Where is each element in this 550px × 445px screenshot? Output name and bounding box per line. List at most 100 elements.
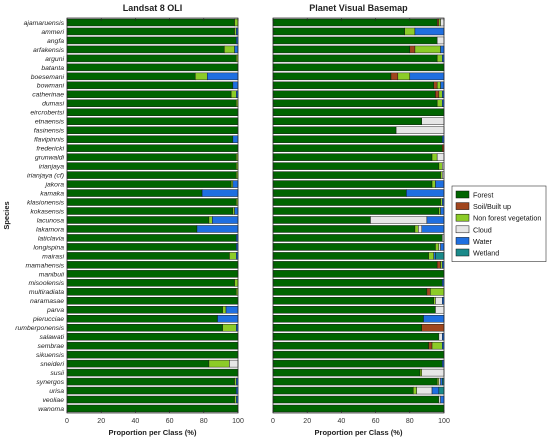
legend-label-water: Water: [473, 237, 493, 246]
x-axis-label: Proportion per Class (%): [315, 428, 403, 437]
bar-segment-non-forest-vegetation-ammeri: [404, 27, 416, 36]
species-label-irianjaya: irianjaya: [39, 164, 65, 171]
bar-segment-water-longispina: [440, 243, 445, 251]
bar-segment-forest-sneideri: [66, 359, 210, 368]
bar-segment-forest-jakora: [272, 180, 433, 188]
bar-segment-forest-kamaka: [66, 189, 203, 197]
bar-segment-forest-susii: [272, 368, 421, 377]
bar-segment-forest-etnaensis: [66, 117, 239, 125]
bar-segment-forest-ammeri: [272, 27, 405, 36]
bar-segment-water-ammeri: [414, 27, 445, 36]
species-label-fredericki: fredericki: [36, 146, 64, 153]
legend-swatch-non-forest-vegetation: [455, 213, 470, 222]
bar-segment-forest-flavipinnis: [66, 135, 234, 143]
bar-segment-forest-lacunosa: [66, 216, 210, 224]
bar-segment-cloud-synergos: [438, 377, 441, 386]
bar-segment-forest-irianjaya: [66, 162, 237, 170]
bar-segment-water-kokasensis: [440, 207, 445, 215]
bar-segment-forest-boesemani: [272, 72, 392, 81]
bar-segment-forest-salawati: [272, 332, 440, 341]
bar-segment-non-forest-vegetation-kokasensis: [438, 207, 441, 215]
bar-segment-water-boesemani: [409, 72, 445, 81]
bar-segment-non-forest-vegetation-sneideri: [208, 359, 230, 368]
bar-segment-forest-longispina: [272, 243, 436, 251]
bar-segment-forest-misoolensis: [66, 279, 235, 287]
bar-segment-forest-sembrae: [272, 341, 429, 350]
bar-segment-water-mairasi: [433, 252, 436, 260]
bar-segment-non-forest-vegetation-multiradiata: [430, 288, 445, 296]
bar-segment-forest-salawati: [66, 332, 239, 341]
bar-segment-non-forest-vegetation-parva: [222, 306, 227, 314]
bar-segment-water-bowmani: [232, 81, 239, 90]
x-axis-label: Proportion per Class (%): [109, 428, 197, 437]
bar-segment-forest-fasinensis: [272, 126, 397, 134]
species-label-sneideri: sneideri: [40, 361, 64, 368]
species-label-mairasi: mairasi: [42, 253, 64, 260]
bar-segment-cloud-salawati: [438, 332, 443, 341]
bar-segment-forest-multiradiata: [66, 288, 237, 296]
x-tick-label: 40: [132, 418, 140, 425]
bar-segment-forest-mamahensis: [66, 261, 239, 269]
bar-segment-forest-urisa: [272, 386, 414, 395]
bar-segment-forest-arguni: [66, 54, 237, 63]
species-label-bowmani: bowmani: [37, 83, 65, 90]
bar-segment-non-forest-vegetation-boesemani: [195, 72, 208, 81]
bar-segment-forest-catherinae: [272, 90, 436, 99]
bar-segment-forest-irianjaya: [272, 162, 440, 170]
bar-segment-forest-parva: [66, 306, 223, 314]
bar-segment-forest-mairasi: [272, 252, 429, 260]
bar-segment-forest-naramasae: [66, 297, 239, 305]
bar-segment-forest-synergos: [66, 377, 235, 386]
species-label-parva: parva: [46, 307, 64, 314]
species-label-batanta: batanta: [41, 65, 64, 72]
bar-segment-forest-arguni: [272, 54, 438, 63]
species-label-manibuii: manibuii: [39, 271, 65, 278]
bar-segment-soil-built-up-arfakensis: [409, 45, 416, 54]
legend-label-forest: Forest: [473, 191, 493, 200]
bar-segment-forest-ammeri: [66, 27, 235, 36]
x-tick-label: 0: [271, 418, 275, 425]
bar-segment-non-forest-vegetation-ammeri: [234, 27, 237, 36]
species-label-kokasensis: kokasensis: [30, 208, 64, 215]
species-label-urisa: urisa: [49, 388, 64, 395]
bar-segment-soil-built-up-bowmani: [433, 81, 438, 90]
x-tick-label: 100: [438, 418, 450, 425]
bar-segment-forest-arfakensis: [272, 45, 411, 54]
bar-segment-forest-wanoma: [272, 404, 445, 413]
bar-segment-non-forest-vegetation-ajamaruensis: [438, 18, 441, 27]
bar-segment-non-forest-vegetation-veoliae: [234, 395, 237, 404]
bar-segment-non-forest-vegetation-catherinae: [438, 90, 443, 99]
legend-label-wetland: Wetland: [473, 249, 499, 258]
species-label-boesemani: boesemani: [31, 74, 65, 81]
legend-swatch-cloud: [455, 225, 470, 234]
bar-segment-forest-urisa: [66, 386, 237, 395]
species-label-arguni: arguni: [45, 56, 64, 63]
bar-segment-water-lakamora: [421, 225, 445, 233]
bar-segment-non-forest-vegetation-bowmani: [436, 81, 441, 90]
species-label-pierucciae: pierucciae: [32, 316, 64, 323]
bar-segment-forest-fredericki: [66, 144, 239, 152]
bar-segment-forest-flavipinnis: [272, 135, 443, 143]
bar-segment-forest-ajamaruensis: [66, 18, 235, 27]
bar-segment-forest-eircrobertsi: [66, 108, 239, 116]
species-label-dumasi: dumasi: [42, 101, 64, 108]
panel-title: Landsat 8 OLI: [123, 3, 183, 13]
species-label-catherinae: catherinae: [32, 92, 64, 99]
bar-segment-non-forest-vegetation-boesemani: [397, 72, 411, 81]
species-label-wanoma: wanoma: [38, 406, 64, 413]
bar-segment-water-kamaka: [406, 189, 445, 197]
bar-segment-non-forest-vegetation-arfakensis: [224, 45, 235, 54]
species-label-lakamora: lakamora: [36, 226, 64, 233]
bar-segment-forest-multiradiata: [272, 288, 428, 296]
legend-swatch-forest: [455, 190, 470, 199]
bar-segment-forest-misoolensis: [272, 279, 443, 287]
bar-segment-water-urisa: [431, 386, 440, 395]
bar-segment-non-forest-vegetation-susii: [419, 368, 422, 377]
species-label-ammeri: ammeri: [41, 29, 64, 36]
x-tick-label: 60: [372, 418, 380, 425]
bar-segment-non-forest-vegetation-mairasi: [229, 252, 237, 260]
bar-segment-soil-built-up-multiradiata: [426, 288, 431, 296]
bar-segment-forest-irianjaya-cf-: [272, 171, 441, 179]
